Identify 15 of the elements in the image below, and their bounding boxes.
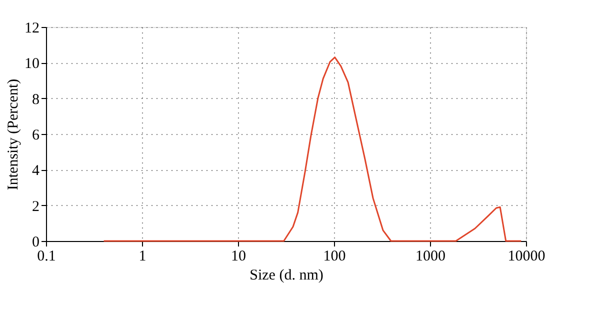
y-tick-label: 8	[32, 92, 40, 108]
x-tick-label: 10000	[508, 248, 546, 264]
y-tick-label: 4	[32, 163, 40, 180]
x-tick-label: 1000	[416, 248, 446, 264]
y-tick-label: 12	[24, 20, 40, 36]
y-tick-label: 2	[32, 198, 40, 215]
y-axis-title: Intensity (Percent)	[6, 78, 22, 190]
x-tick-label: 100	[323, 248, 346, 264]
x-tick-label: 1	[138, 248, 146, 264]
y-tick-label: 6	[32, 128, 40, 144]
x-tick-label: 10	[231, 248, 246, 264]
y-tick-label: 10	[24, 56, 40, 72]
x-axis-title: Size (d. nm)	[250, 268, 324, 284]
x-tick-label: 0.1	[37, 248, 56, 264]
y-tick-label: 0	[32, 234, 40, 250]
